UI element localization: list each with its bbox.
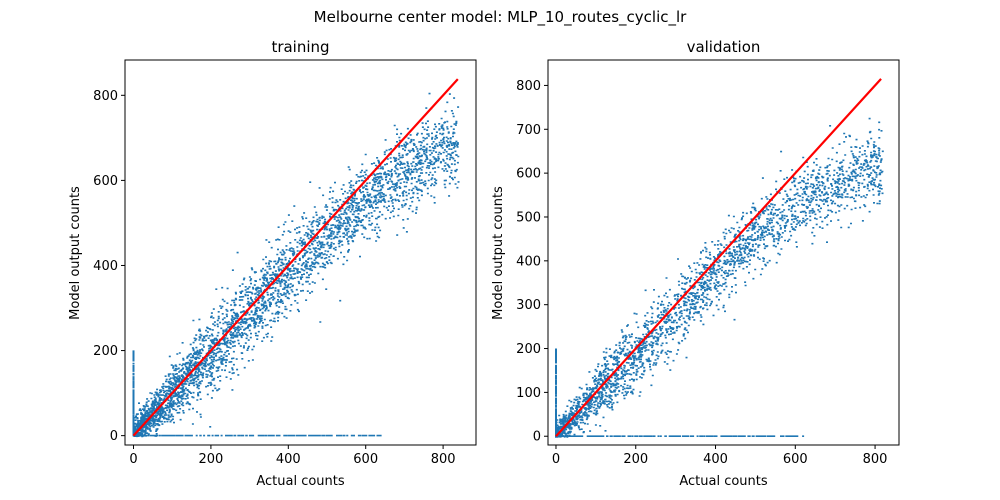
training-axes-frame: [124, 59, 477, 446]
validation-y-tick-label: 100: [516, 386, 541, 401]
training-identity-line: [132, 78, 459, 437]
validation-x-tick-label: 400: [703, 452, 728, 467]
training-y-axis-label: Model output counts: [68, 186, 83, 320]
training-x-tick-label: 200: [198, 452, 223, 467]
training-scatter-series: [132, 92, 460, 438]
training-y-tick-label: 400: [93, 259, 118, 274]
training-y-tick-label: 200: [93, 344, 118, 359]
validation-plot-area: 0 200 400 600 800 0 100 200 300 400 500 600 700 800: [516, 59, 900, 467]
training-plot-area: 0 200 400 600 800 0 200 400 600 800: [93, 59, 477, 467]
training-panel: training Actual counts Model output coun…: [68, 38, 477, 489]
training-y-tick-label: 0: [110, 429, 118, 444]
validation-axes-frame: [547, 59, 900, 446]
figure-suptitle: Melbourne center model: MLP_10_routes_cy…: [314, 8, 688, 27]
training-y-tick-label: 800: [93, 89, 118, 104]
training-scatter-points: [132, 92, 460, 438]
training-x-tick-label: 400: [276, 452, 301, 467]
validation-y-tick-label: 600: [516, 167, 541, 182]
training-x-tick-label: 800: [431, 452, 456, 467]
training-title: training: [271, 38, 329, 56]
validation-x-axis-label: Actual counts: [679, 474, 768, 489]
validation-y-tick-label: 300: [516, 298, 541, 313]
validation-y-tick-label: 800: [516, 79, 541, 94]
validation-y-axis-label: Model output counts: [491, 186, 506, 320]
training-x-axis-label: Actual counts: [256, 474, 345, 489]
validation-x-tick-label: 800: [863, 452, 888, 467]
validation-scatter-series: [555, 117, 884, 438]
validation-title: validation: [687, 38, 761, 56]
validation-y-tick-label: 500: [516, 210, 541, 225]
validation-identity-line: [555, 78, 882, 437]
validation-x-tick-label: 200: [623, 452, 648, 467]
validation-y-tick-label: 200: [516, 342, 541, 357]
training-y-tick-label: 600: [93, 174, 118, 189]
validation-y-tick-label: 400: [516, 254, 541, 269]
validation-y-tick-label: 0: [533, 430, 541, 445]
validation-x-tick-label: 600: [783, 452, 808, 467]
validation-x-tick-label: 0: [552, 452, 560, 467]
training-x-tick-label: 600: [353, 452, 378, 467]
validation-scatter-points: [555, 117, 884, 438]
validation-panel: validation Actual counts Model output co…: [491, 38, 900, 489]
validation-y-tick-label: 700: [516, 123, 541, 138]
training-x-tick-label: 0: [129, 452, 137, 467]
